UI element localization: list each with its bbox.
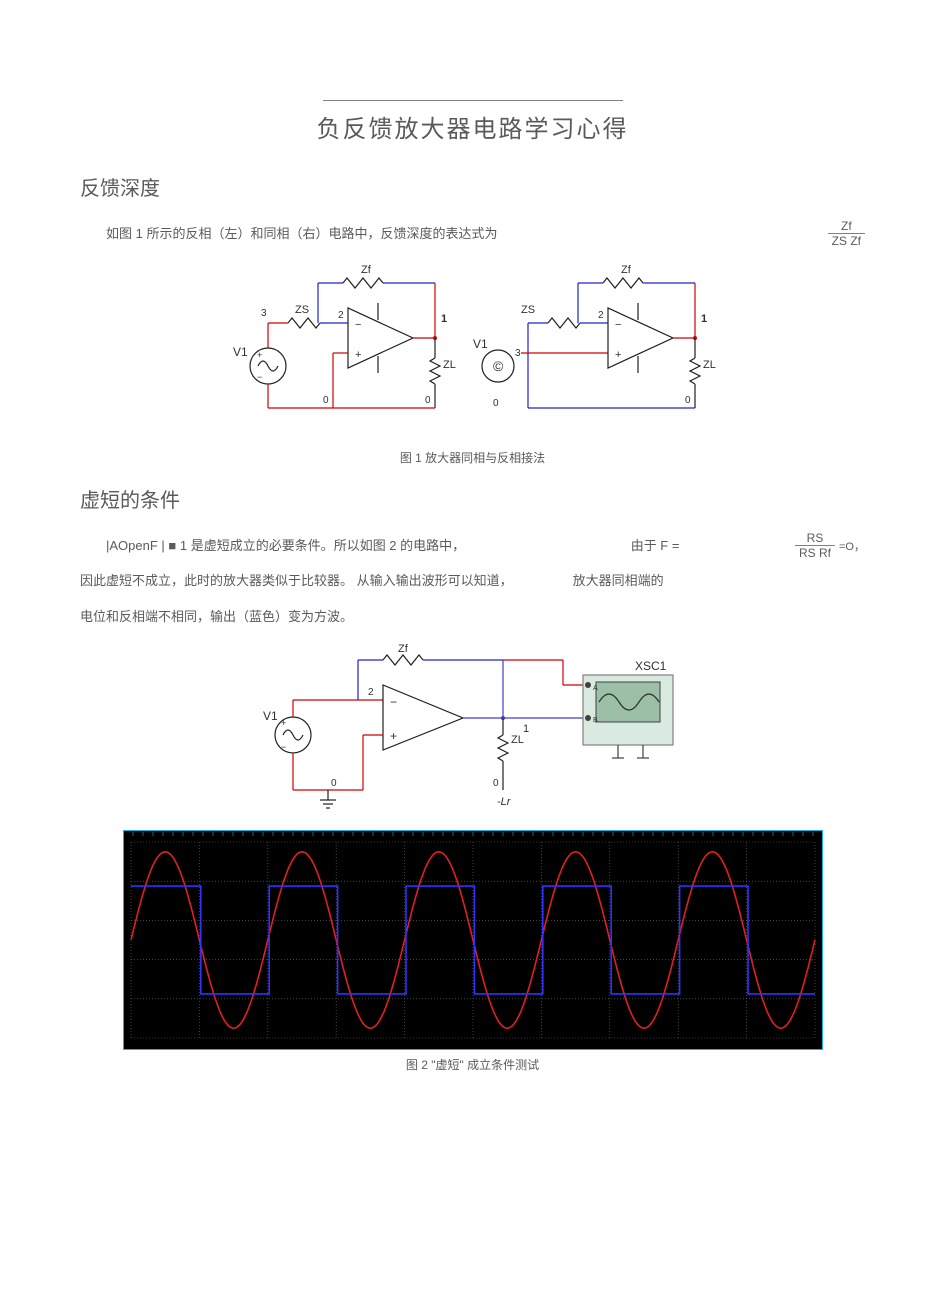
section2-para3: 电位和反相端不相同，输出（蓝色）变为方波。 (80, 604, 865, 630)
fig1-right-node1: 1 (701, 313, 707, 325)
fig1-left-zf-label: Zf (361, 264, 372, 276)
fig1-right-node0: 0 (685, 395, 691, 406)
fig1-left-node0b: 0 (425, 395, 431, 406)
svg-text:B: B (593, 717, 598, 724)
fig1-right-node3: 3 (515, 348, 521, 359)
fig1-right-zf-label: Zf (621, 264, 632, 276)
fig1-left-node2: 2 (338, 310, 344, 321)
fig1-left-zl-label: ZL (443, 359, 456, 371)
fig2-node0b: 0 (493, 778, 499, 789)
fig1-left-zs-label: ZS (295, 304, 309, 316)
frac2-postnum: =O， (839, 538, 865, 554)
section2-para2: 因此虚短不成立，此时的放大器类似于比较器。 从输入输出波形可以知道， (80, 568, 513, 594)
fig2-node2: 2 (368, 687, 374, 698)
svg-text:−: − (355, 319, 361, 331)
svg-text:−: − (615, 319, 621, 331)
svg-text:+: + (257, 350, 262, 360)
feedback-depth-fraction: Zf ZS Zf (828, 219, 865, 248)
fig2-xsc1-label: XSC1 (635, 659, 667, 673)
frac-num: Zf (828, 219, 865, 234)
page-title: 负反馈放大器电路学习心得 (80, 109, 865, 144)
section-feedback-depth: 反馈深度 (80, 172, 865, 201)
figure-2-scope (80, 830, 865, 1050)
fig1-right-zs-label: ZS (521, 304, 535, 316)
section2-para2b: 放大器同相端的 (573, 568, 664, 594)
title-rule (323, 100, 623, 101)
frac2-den: RS Rf (795, 546, 835, 560)
figure-1: Zf ZS 2 3 + − V1 − + (80, 258, 865, 443)
svg-text:+: + (390, 729, 397, 743)
svg-text:−: − (281, 742, 286, 752)
figure-1-caption: 图 1 放大器同相与反相接法 (80, 449, 865, 466)
fig2-zl-label: ZL (511, 734, 524, 746)
svg-text:+: + (615, 349, 621, 361)
section2-para1b: 由于 F = (631, 533, 680, 559)
fig1-left-node0a: 0 (323, 395, 329, 406)
fig1-right-zl-label: ZL (703, 359, 716, 371)
figure-2-circuit: Zf + − V1 2 − + 1 ZL (80, 640, 865, 820)
section-virtual-short: 虚短的条件 (80, 484, 865, 513)
svg-text:©: © (493, 358, 504, 374)
fig1-right-node-src0: 0 (493, 398, 499, 409)
figure-2-caption: 图 2 "虚短" 成立条件测试 (80, 1056, 865, 1073)
frac-den: ZS Zf (828, 234, 865, 248)
fig1-left-node3: 3 (261, 308, 267, 319)
svg-text:−: − (390, 695, 397, 709)
fig2-node0a: 0 (331, 778, 337, 789)
virtual-short-fraction: RS RS Rf =O， (795, 531, 865, 560)
fig1-left-v1-label: V1 (233, 345, 248, 359)
svg-text:+: + (281, 718, 286, 728)
fig1-right-node2: 2 (598, 310, 604, 321)
fig2-node1: 1 (523, 723, 529, 735)
svg-text:−: − (257, 372, 262, 382)
svg-text:A: A (593, 685, 598, 692)
fig2-v1-label: V1 (263, 709, 278, 723)
fig2-zf-label: Zf (398, 643, 409, 655)
section1-para: 如图 1 所示的反相（左）和同相（右）电路中，反馈深度的表达式为 (80, 221, 818, 247)
fig1-left-node1: 1 (441, 313, 447, 325)
section2-para1a: |AOpenF | ■ 1 是虚短成立的必要条件。所以如图 2 的电路中， (80, 533, 465, 559)
fig1-right-v1-label: V1 (473, 337, 488, 351)
fig2-lr-label: -Lr (497, 796, 512, 808)
svg-text:+: + (355, 349, 361, 361)
frac2-num: RS (795, 531, 835, 546)
